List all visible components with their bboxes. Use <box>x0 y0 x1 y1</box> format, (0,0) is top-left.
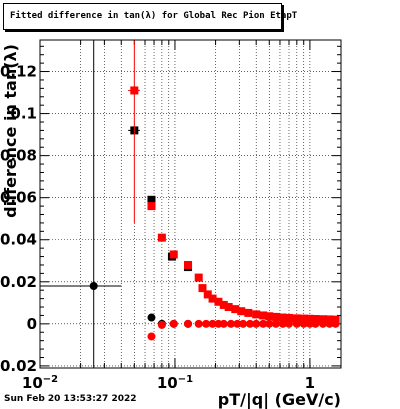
data-point-square <box>259 311 268 320</box>
data-point-square <box>278 313 287 322</box>
data-point-square <box>244 308 253 317</box>
data-point-square <box>219 300 228 309</box>
y-tick-label: 0.04 <box>0 231 37 249</box>
data-point-square <box>194 273 203 282</box>
data-point-square <box>208 294 217 303</box>
data-point-square <box>311 315 320 324</box>
data-point-circle <box>331 319 340 328</box>
data-point-square <box>237 307 246 316</box>
chart-title: Fitted difference in tan(λ) for Global R… <box>10 11 298 21</box>
y-tick-label: 0.02 <box>0 273 37 291</box>
data-point-circle <box>265 319 274 328</box>
y-tick-label: 0.08 <box>0 147 37 165</box>
data-point-circle <box>305 319 314 328</box>
data-point-circle <box>278 319 287 328</box>
data-point-circle <box>147 313 156 322</box>
data-point-circle <box>271 319 280 328</box>
data-point-square <box>292 314 301 323</box>
data-point-circle <box>318 319 327 328</box>
data-point-square <box>284 313 293 322</box>
data-point-square <box>231 305 240 314</box>
data-point-circle <box>184 319 193 328</box>
x-tick-label: 10−1 <box>157 374 193 392</box>
data-point-circle <box>325 319 334 328</box>
x-axis-title: pT/|q| (GeV/c) <box>218 390 341 409</box>
y-tick-label: 0 <box>27 315 37 333</box>
y-tick-label: −0.02 <box>0 357 37 375</box>
data-point-square <box>214 297 223 306</box>
data-point-square <box>299 314 308 323</box>
data-point-square <box>184 260 193 269</box>
data-point-circle <box>233 319 242 328</box>
y-tick-label: 0.1 <box>10 105 37 123</box>
y-tick-label: 0.12 <box>0 63 37 81</box>
data-point-circle <box>252 319 261 328</box>
chart-title-box: Fitted difference in tan(λ) for Global R… <box>3 3 297 30</box>
data-point-square <box>325 315 334 324</box>
data-point-square <box>224 303 233 312</box>
data-point-square <box>265 312 274 321</box>
data-point-circle <box>89 282 98 290</box>
data-point-circle <box>226 319 235 328</box>
plot-area <box>40 40 341 368</box>
data-point-circle <box>147 332 156 341</box>
x-tick-label: 1 <box>305 374 315 392</box>
data-point-circle <box>284 319 293 328</box>
data-point-circle <box>219 319 228 328</box>
data-point-square <box>198 284 207 293</box>
data-point-square <box>203 290 212 299</box>
data-point-circle <box>259 319 268 328</box>
data-point-circle <box>311 319 320 328</box>
data-point-square <box>157 233 166 242</box>
data-point-circle <box>169 319 178 328</box>
data-point-square <box>147 195 156 204</box>
data-point-circle <box>239 319 248 328</box>
plot-frame <box>39 39 342 369</box>
y-axis-title: difference in tan(λ) <box>1 44 20 218</box>
data-point-circle <box>246 319 255 328</box>
data-point-square <box>252 310 261 319</box>
data-point-circle <box>292 319 301 328</box>
data-point-square <box>169 250 178 259</box>
x-tick-label: 10−2 <box>22 374 58 392</box>
data-point-square <box>147 202 156 211</box>
timestamp-footer: Sun Feb 20 13:53:27 2022 <box>4 394 137 404</box>
data-point-square <box>305 314 314 323</box>
data-point-square <box>271 312 280 321</box>
data-point-circle <box>194 319 203 328</box>
data-point-circle <box>202 319 211 328</box>
y-tick-label: 0.06 <box>0 189 37 207</box>
data-point-circle <box>157 320 166 329</box>
data-point-square <box>331 315 340 324</box>
data-point-circle <box>208 319 217 328</box>
data-point-square <box>130 86 139 95</box>
data-point-square <box>318 315 327 324</box>
data-point-circle <box>299 319 308 328</box>
